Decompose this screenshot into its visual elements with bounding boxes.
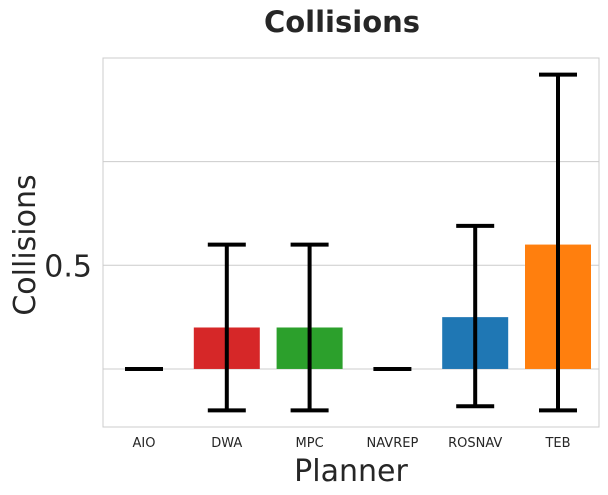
y-axis-label: Collisions xyxy=(8,174,43,315)
plot-area xyxy=(102,57,600,428)
y-tick-labels: 0.5 xyxy=(44,249,92,284)
x-tick-navrep: NAVREP xyxy=(367,436,419,451)
x-tick-teb: TEB xyxy=(544,436,570,451)
gridlines xyxy=(103,161,599,370)
x-tick-aio: AIO xyxy=(133,436,156,451)
x-tick-dwa: DWA xyxy=(211,436,242,451)
y-tick-0: 0.5 xyxy=(44,249,92,284)
error-bars xyxy=(125,72,577,413)
x-axis-label: Planner xyxy=(294,454,408,489)
x-tick-labels: AIO DWA MPC NAVREP ROSNAV TEB xyxy=(133,436,571,451)
chart-title: Collisions xyxy=(264,5,420,39)
x-tick-rosnav: ROSNAV xyxy=(448,436,502,451)
x-tick-mpc: MPC xyxy=(296,436,324,451)
